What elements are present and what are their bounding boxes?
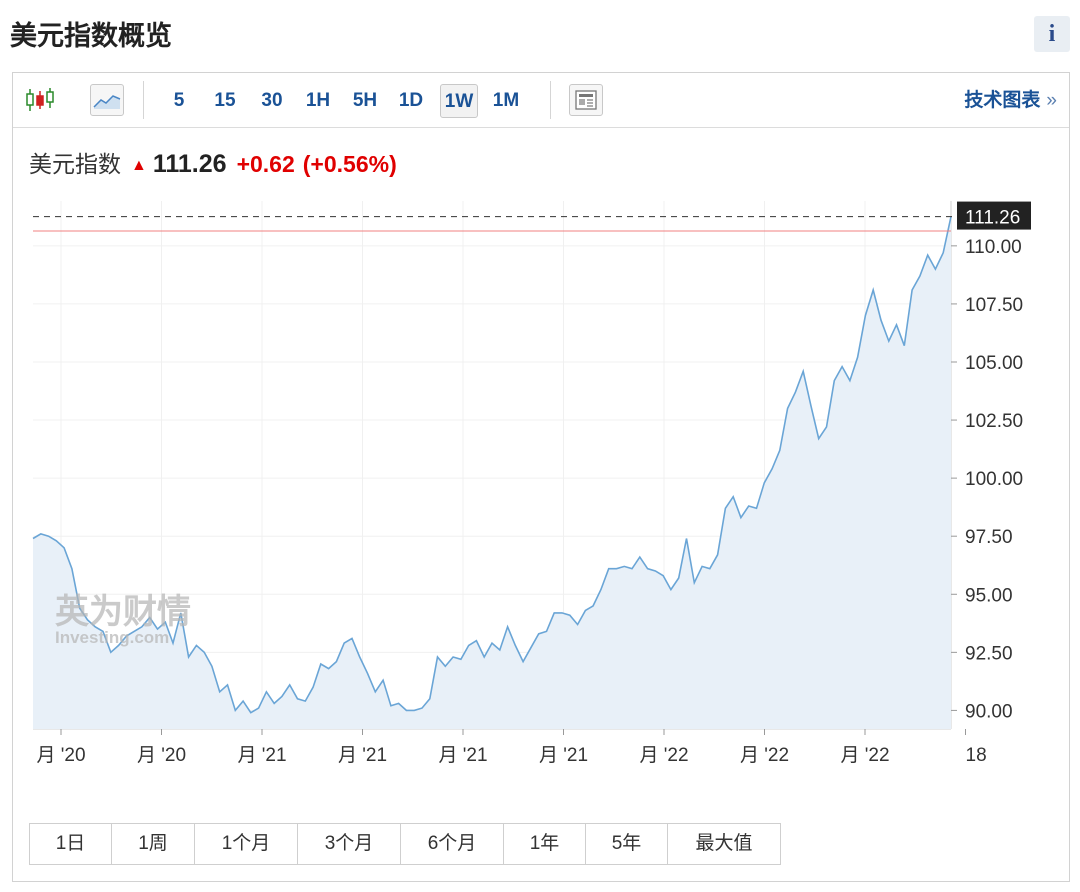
y-tick-label: 90.00 — [965, 701, 1013, 722]
y-tick-label: 105.00 — [965, 353, 1023, 374]
last-price-tag-label: 111.26 — [965, 208, 1020, 229]
range-1w-button[interactable]: 1周 — [112, 824, 195, 864]
range-max-button[interactable]: 最大值 — [668, 824, 780, 864]
y-tick-label: 95.00 — [965, 585, 1013, 606]
range-1y-button[interactable]: 1年 — [504, 824, 586, 864]
page-title: 美元指数概览 — [10, 21, 172, 51]
interval-15[interactable]: 15 — [214, 90, 236, 111]
x-tick-label: 月 '20 — [137, 745, 186, 766]
y-tick-label: 97.50 — [965, 527, 1013, 548]
interval-1d[interactable]: 1D — [398, 90, 424, 111]
investing-watermark: 英为财情 Investing.com — [55, 592, 191, 647]
candlestick-icon[interactable] — [23, 84, 57, 116]
range-3m-button[interactable]: 3个月 — [298, 824, 401, 864]
x-axis: 月 '20 月 '20 月 '21 月 '21 月 '21 月 '21 月 '22 月 '22… — [36, 729, 987, 766]
x-tick-label: 月 '22 — [840, 745, 889, 766]
tech-chart-label: 技术图表 — [964, 90, 1041, 111]
price-area — [33, 216, 951, 730]
x-tick-label: 月 '22 — [740, 745, 789, 766]
y-tick-label: 92.50 — [965, 643, 1013, 664]
price-change: +0.62 — [236, 151, 295, 177]
y-tick-label: 107.50 — [965, 295, 1023, 316]
time-range-selector: 1日 1周 1个月 3个月 6个月 1年 5年 最大值 — [29, 823, 781, 865]
y-tick-label: 102.50 — [965, 411, 1023, 432]
x-tick-label: 月 '21 — [539, 745, 588, 766]
info-button[interactable]: i — [1034, 16, 1070, 52]
price-chart[interactable]: 90.00 92.50 95.00 97.50 100.00 102.50 105.00 10… — [13, 73, 1069, 813]
x-tick-label: 18 — [966, 745, 987, 766]
news-icon[interactable] — [569, 84, 603, 116]
svg-text:英为财情: 英为财情 — [55, 592, 191, 632]
interval-1h[interactable]: 1H — [305, 90, 331, 111]
chart-toolbar: 5 15 30 1H 5H 1D 1W 1M 技术图表» — [13, 73, 1069, 128]
toolbar-divider — [550, 81, 551, 119]
svg-text:Investing.com: Investing.com — [55, 628, 169, 647]
y-tick-label: 110.00 — [965, 237, 1022, 258]
x-tick-label: 月 '21 — [438, 745, 487, 766]
y-tick-label: 100.00 — [965, 469, 1023, 490]
tech-chart-link[interactable]: 技术图表» — [964, 84, 1057, 118]
interval-1m[interactable]: 1M — [492, 90, 520, 111]
area-chart-icon[interactable] — [90, 84, 124, 116]
price-line — [32, 216, 952, 714]
chevron-right-icon: » — [1046, 90, 1057, 111]
instrument-name: 美元指数 — [29, 151, 121, 177]
x-tick-label: 月 '21 — [338, 745, 387, 766]
range-1m-button[interactable]: 1个月 — [195, 824, 298, 864]
interval-30[interactable]: 30 — [261, 90, 283, 111]
x-tick-label: 月 '20 — [36, 745, 85, 766]
interval-1w[interactable]: 1W — [440, 84, 478, 118]
last-price: 111.26 — [152, 150, 227, 178]
up-arrow-icon: ▲ — [131, 157, 147, 174]
x-tick-label: 月 '21 — [237, 745, 286, 766]
interval-5h[interactable]: 5H — [352, 90, 378, 111]
chart-panel: 5 15 30 1H 5H 1D 1W 1M 技术图表» 美元指数 ▲ 111.26… — [12, 72, 1070, 882]
y-axis: 90.00 92.50 95.00 97.50 100.00 102.50 105.00 10… — [951, 237, 1023, 722]
range-5y-button[interactable]: 5年 — [586, 824, 668, 864]
range-1d-button[interactable]: 1日 — [30, 824, 112, 864]
toolbar-divider — [143, 81, 144, 119]
price-change-pct: (+0.56%) — [302, 151, 397, 177]
x-tick-label: 月 '22 — [639, 745, 688, 766]
interval-5[interactable]: 5 — [173, 90, 185, 111]
range-6m-button[interactable]: 6个月 — [401, 824, 504, 864]
last-price-tag: 111.26 — [957, 201, 1031, 230]
quote-line: 美元指数 ▲ 111.26 +0.62 (+0.56%) — [29, 145, 397, 179]
